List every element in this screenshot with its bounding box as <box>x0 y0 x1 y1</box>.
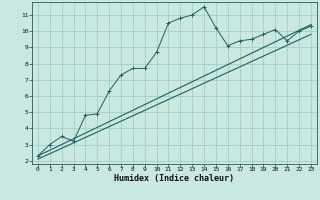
X-axis label: Humidex (Indice chaleur): Humidex (Indice chaleur) <box>115 174 234 183</box>
